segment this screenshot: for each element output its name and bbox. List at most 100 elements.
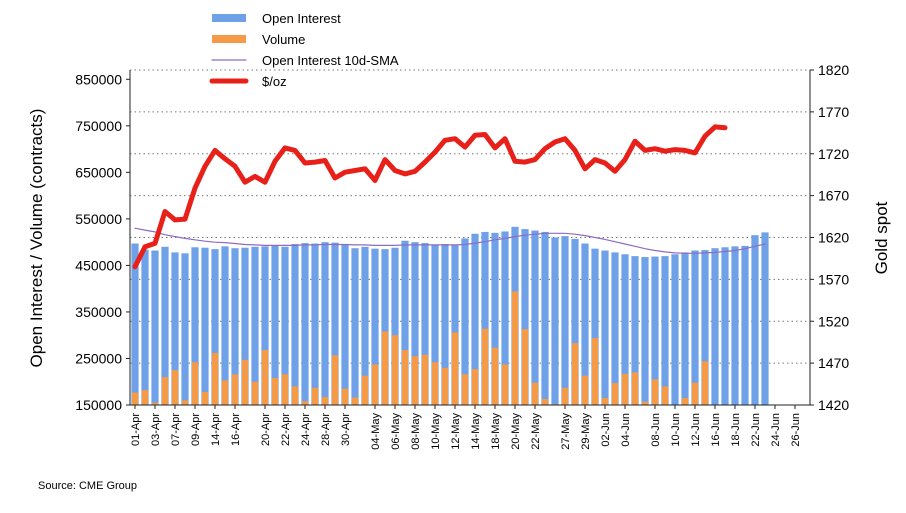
y-tick-label: 550000 [75,211,122,227]
open-interest-bar [521,229,529,405]
x-tick-label: 28-Apr [320,413,332,446]
x-tick-label: 10-May [430,413,442,450]
volume-bar [251,381,259,405]
volume-bar [471,369,479,405]
volume-bar [341,388,349,405]
volume-bar [291,386,299,405]
open-interest-bar [221,246,229,405]
volume-bar [571,343,579,405]
open-interest-bar [191,247,199,405]
legend-label: Open Interest 10d-SMA [262,53,399,68]
open-interest-bar [171,252,179,405]
open-interest-bar [351,248,359,405]
y2-tick-label: 1470 [818,355,849,371]
x-tick-label: 09-Apr [190,413,202,446]
x-tick-label: 06-May [390,413,402,450]
volume-bar [581,375,589,405]
source-note: Source: CME Group [38,480,138,492]
open-interest-bar [321,242,329,405]
y2-tick-label: 1770 [818,104,849,120]
open-interest-bar [131,243,139,405]
volume-bar [141,390,149,405]
open-interest-bar [211,249,219,405]
open-interest-bar [401,240,409,405]
volume-bar [681,398,689,405]
open-interest-bar [201,247,209,405]
volume-bar [321,397,329,405]
open-interest-bar [481,231,489,405]
open-interest-bar [361,246,369,405]
open-interest-bar [311,243,319,405]
x-tick-label: 03-Apr [150,413,162,446]
open-interest-bar [341,244,349,405]
volume-bar [301,401,309,405]
open-interest-bar [391,247,399,405]
volume-bar [641,401,649,405]
volume-bar [501,364,509,405]
volume-bar [331,355,339,405]
open-interest-bar [181,253,189,405]
open-interest-bar [161,246,169,405]
x-tick-label: 27-May [560,413,572,450]
y-tick-label: 850000 [75,71,122,87]
volume-bar [391,335,399,405]
volume-bar [151,402,159,405]
volume-bar [601,398,609,405]
x-tick-label: 20-May [510,413,522,450]
volume-bar [591,338,599,405]
x-tick-label: 26-Jun [790,413,802,447]
volume-bar [421,354,429,405]
open-interest-bar [301,243,309,405]
price-line-layer [132,124,728,270]
x-tick-label: 18-May [490,413,502,450]
legend-swatch [212,35,246,43]
open-interest-bar [611,252,619,405]
open-interest-bar [501,231,509,405]
volume-bar [181,400,189,405]
open-interest-bar [441,244,449,405]
open-interest-bar [681,252,689,405]
volume-bar [491,347,499,405]
volume-bar [201,391,209,405]
volume-bar [461,374,469,405]
x-tick-label: 16-Apr [230,413,242,446]
open-interest-bar [281,246,289,405]
open-interest-bar [711,248,719,405]
volume-bar [401,350,409,405]
y2-tick-label: 1570 [818,271,849,287]
x-tick-label: 12-Jun [690,413,702,447]
y2-tick-label: 1420 [818,397,849,413]
volume-bar [271,378,279,405]
y-axis-title: Open Interest / Volume (contracts) [27,109,46,368]
gold-price-line [132,124,728,270]
open-interest-bar [581,243,589,405]
legend-swatch [212,14,246,22]
open-interest-bar [231,248,239,405]
open-interest-bar [651,256,659,405]
open-interest-bar [601,250,609,405]
open-interest-bar [761,232,769,405]
volume-bar [411,356,419,405]
open-interest-bar [411,242,419,405]
x-tick-label: 29-May [580,413,592,450]
x-tick-label: 01-Apr [130,413,142,446]
volume-bar [231,374,239,405]
y2-axis-title: Gold spot [872,201,891,274]
x-tick-label: 24-Jun [770,413,782,447]
volume-bar [611,383,619,405]
open-interest-bar [291,244,299,405]
x-tick-label: 14-Apr [210,413,222,446]
x-tick-label: 16-Jun [710,413,722,447]
open-interest-bar [471,233,479,405]
y2-tick-label: 1620 [818,230,849,246]
open-interest-bar [451,245,459,405]
open-interest-bar [671,254,679,405]
open-interest-bar [461,238,469,405]
open-interest-bar [241,247,249,405]
volume-bars [131,291,709,405]
x-tick-label: 18-Jun [730,413,742,447]
x-tick-label: 04-May [370,413,382,450]
x-tick-label: 02-Jun [600,413,612,447]
x-tick-label: 08-Jun [650,413,662,447]
